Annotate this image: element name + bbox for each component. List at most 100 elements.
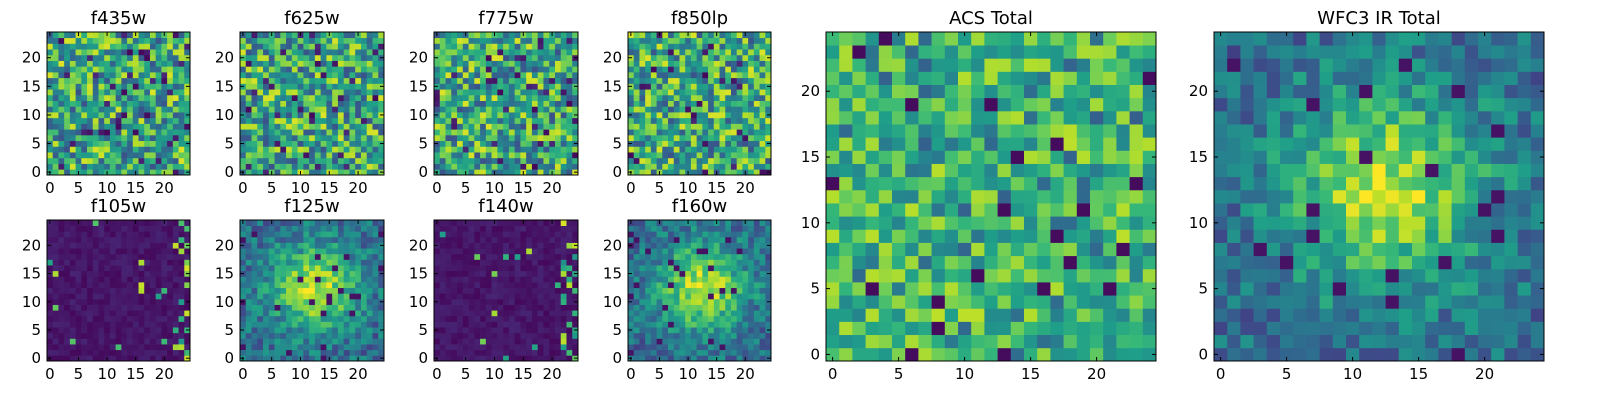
heatmap-cell — [434, 117, 441, 124]
heatmap-cell — [115, 49, 122, 56]
heatmap-cell — [332, 146, 339, 153]
heatmap-cell — [98, 327, 105, 334]
heatmap-cell — [554, 321, 562, 328]
heatmap-cell — [508, 265, 515, 272]
heatmap-cell — [531, 66, 539, 73]
heatmap-cell — [633, 327, 640, 334]
heatmap-cell — [725, 83, 732, 90]
heatmap-cell — [104, 72, 111, 79]
heatmap-cell — [115, 225, 122, 232]
heatmap-cell — [485, 66, 492, 73]
heatmap-cell — [708, 117, 715, 124]
heatmap-cell — [549, 293, 556, 300]
heatmap-cell — [759, 60, 766, 67]
heatmap-cell — [628, 287, 635, 294]
heatmap-cell — [332, 248, 339, 255]
heatmap-cell — [360, 117, 368, 124]
heatmap-cell — [531, 72, 539, 79]
heatmap-cell — [434, 66, 441, 73]
heatmap-cell — [526, 106, 533, 113]
heatmap-cell — [64, 89, 71, 96]
heatmap-cell — [309, 94, 316, 101]
heatmap-cell — [366, 338, 373, 345]
heatmap-cell — [155, 100, 162, 107]
heatmap-cell — [690, 338, 697, 345]
heatmap-cell — [297, 327, 304, 334]
heatmap-cell — [257, 338, 264, 345]
heatmap-cell — [184, 94, 191, 101]
heatmap-cell — [132, 304, 139, 311]
heatmap-cell — [115, 270, 122, 277]
heatmap-cell — [690, 43, 697, 50]
heatmap-cell — [167, 315, 174, 322]
heatmap-cell — [314, 231, 321, 238]
heatmap-cell — [366, 100, 373, 107]
heatmap-cell — [320, 60, 327, 67]
heatmap-cell — [378, 287, 385, 294]
heatmap-cell — [155, 344, 162, 351]
y-tick-label: 10 — [603, 106, 622, 124]
heatmap-cell — [355, 54, 362, 61]
heatmap-cell — [104, 242, 111, 249]
heatmap-cell — [355, 338, 362, 345]
heatmap-cell — [167, 72, 174, 79]
heatmap-cell — [639, 43, 646, 50]
heatmap-cell — [633, 355, 640, 362]
heatmap-cell — [58, 100, 65, 107]
heatmap-cell — [127, 72, 134, 79]
heatmap-cell — [531, 355, 539, 362]
heatmap-cell — [372, 134, 379, 142]
heatmap-cell — [572, 287, 579, 294]
heatmap-cell — [320, 106, 327, 113]
heatmap-cell — [155, 270, 162, 277]
heatmap-cell — [314, 106, 321, 113]
heatmap-cell — [696, 83, 703, 90]
heatmap-cell — [725, 338, 732, 345]
heatmap-cell — [178, 304, 185, 311]
heatmap-cell — [144, 259, 151, 266]
heatmap-cell — [360, 54, 368, 61]
heatmap-cell — [514, 117, 521, 124]
heatmap-cell — [245, 220, 252, 226]
heatmap-cell — [178, 344, 185, 351]
heatmap-cell — [167, 140, 174, 147]
heatmap-cell — [730, 43, 738, 50]
heatmap-cell — [75, 43, 82, 50]
heatmap-cell — [759, 152, 766, 159]
heatmap-cell — [690, 112, 697, 119]
heatmap-cell — [434, 287, 441, 294]
heatmap-cell — [343, 298, 350, 305]
heatmap-cell — [520, 253, 527, 260]
heatmap-cell — [155, 169, 162, 176]
heatmap-cell — [286, 83, 293, 90]
heatmap-cell — [349, 225, 356, 232]
heatmap-cell — [337, 129, 345, 136]
heatmap-cell — [81, 310, 88, 317]
heatmap-cell — [138, 315, 145, 322]
heatmap-cell — [69, 72, 76, 79]
heatmap-cell — [372, 349, 379, 356]
heatmap-cell — [52, 248, 59, 255]
heatmap-cell — [719, 315, 726, 322]
heatmap-cell — [360, 355, 368, 362]
heatmap-cell — [526, 66, 533, 73]
heatmap-cell — [645, 89, 652, 96]
heatmap-cell — [349, 117, 356, 124]
heatmap-cell — [69, 338, 76, 345]
heatmap-cell — [736, 112, 743, 119]
heatmap-cell — [320, 248, 327, 255]
heatmap-cell — [650, 66, 657, 73]
x-tick-label: 0 — [626, 179, 636, 197]
heatmap-cell — [326, 282, 333, 289]
heatmap-cell — [366, 43, 373, 50]
heatmap-cell — [514, 225, 521, 232]
heatmap-cell — [719, 83, 726, 90]
heatmap-cell — [560, 140, 567, 147]
heatmap-cell — [303, 140, 310, 147]
heatmap-cell — [690, 54, 697, 61]
heatmap-cell — [543, 349, 550, 356]
heatmap-cell — [251, 332, 258, 339]
y-tick-label: 0 — [224, 163, 234, 181]
heatmap-cell — [736, 129, 743, 136]
heatmap-cell — [257, 327, 264, 334]
